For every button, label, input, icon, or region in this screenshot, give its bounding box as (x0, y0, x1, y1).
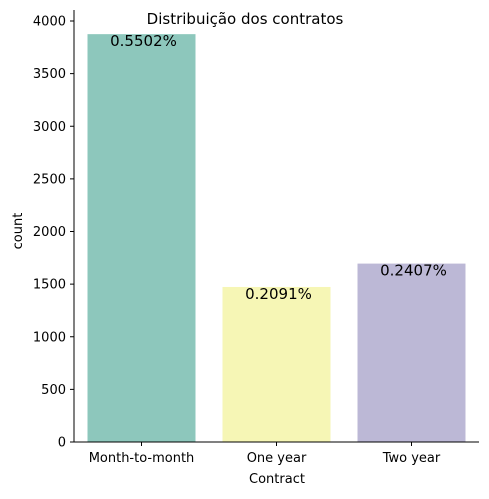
y-tick-label-3: 1500 (33, 278, 66, 293)
x-axis-label: Contract (249, 472, 305, 487)
y-tick-label-1: 500 (41, 383, 66, 398)
y-tick-label-6: 3000 (33, 120, 66, 135)
y-tick-label-5: 2500 (33, 172, 66, 187)
y-tick-label-2: 1000 (33, 330, 66, 345)
y-tick-label-4: 2000 (33, 225, 66, 240)
data-label-1: 0.2091% (245, 285, 312, 303)
x-tick-label-0: Month-to-month (89, 451, 195, 466)
y-axis-label: count (11, 213, 26, 250)
axes-layer: Month-to-month One year Two year 0 500 1000 15… (33, 10, 479, 466)
y-tick-label-7: 3500 (33, 67, 66, 82)
bar-0 (87, 34, 196, 442)
y-tick-label-8: 4000 (33, 15, 66, 30)
bar-1 (222, 286, 331, 442)
chart-title: Distribuição dos contratos (147, 10, 344, 28)
data-label-0: 0.5502% (110, 32, 177, 50)
y-tick-label-0: 0 (58, 436, 66, 451)
data-labels-layer: 0.5502% 0.2091% 0.2407% (110, 32, 447, 303)
bars-layer (87, 34, 466, 442)
bar-2 (357, 263, 466, 442)
x-tick-label-1: One year (247, 451, 307, 466)
x-tick-label-2: Two year (382, 451, 441, 466)
data-label-2: 0.2407% (380, 262, 447, 280)
